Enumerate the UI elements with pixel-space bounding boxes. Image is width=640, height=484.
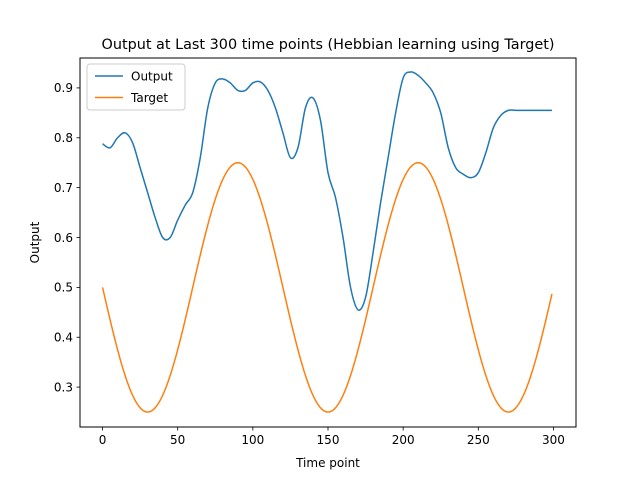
y-tick-label: 0.5 [54,281,73,295]
y-axis: 0.3 0.4 0.5 0.6 0.7 0.8 0.9 [54,81,80,394]
series-line-output [102,71,552,311]
x-tick-label: 100 [241,433,264,447]
plot-area [101,71,553,413]
x-tick-label: 0 [99,433,107,447]
y-tick-label: 0.3 [54,380,73,394]
chart-title: Output at Last 300 time points (Hebbian … [102,37,555,53]
x-tick-label: 200 [392,433,415,447]
y-tick-label: 0.7 [54,181,73,195]
series-line-target [101,161,553,413]
y-tick-label: 0.6 [54,231,73,245]
y-tick-label: 0.4 [54,331,73,345]
x-axis-label: Time point [295,456,360,470]
y-tick-label: 0.8 [54,131,73,145]
x-tick-label: 150 [317,433,340,447]
x-tick-label: 300 [542,433,565,447]
x-tick-label: 50 [170,433,185,447]
x-axis: 0 50 100 150 200 250 300 [99,427,565,447]
x-tick-label: 250 [467,433,490,447]
legend-label-output: Output [131,69,173,83]
legend: Output Target [86,63,186,111]
legend-label-target: Target [130,91,168,105]
y-tick-label: 0.9 [54,81,73,95]
y-axis-label: Output [28,221,42,263]
